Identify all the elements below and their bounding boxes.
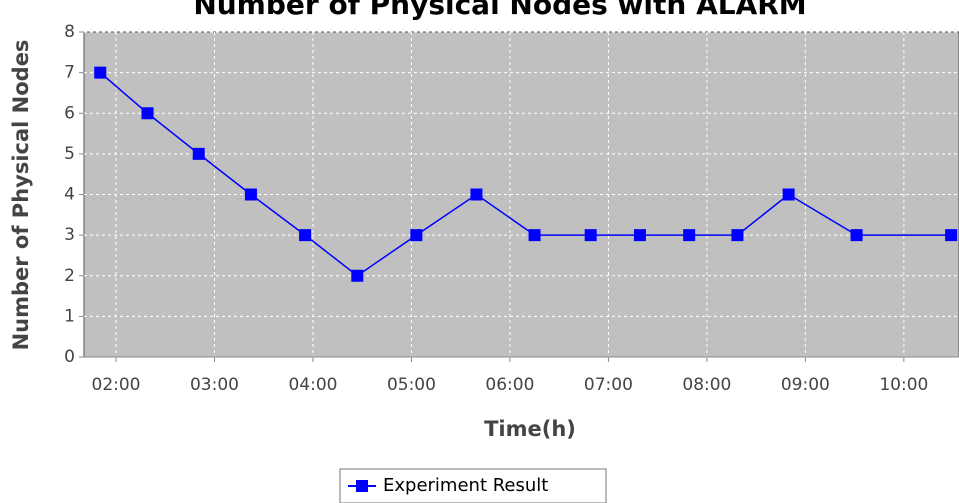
y-tick-label: 5	[64, 144, 75, 164]
series-line	[99, 72, 952, 277]
plot-area	[83, 31, 959, 358]
x-axis-label: Time(h)	[484, 417, 576, 441]
point	[584, 229, 597, 242]
x-tick-label: 05:00	[387, 375, 436, 395]
x-tick-label: 08:00	[682, 375, 731, 395]
legend-label: Experiment Result	[383, 475, 548, 496]
legend-marker	[356, 480, 368, 492]
point	[192, 147, 205, 160]
x-tick-label: 02:00	[92, 375, 141, 395]
x-tick-label: 04:00	[288, 375, 337, 395]
point	[945, 229, 958, 242]
chart-title: Number of Physical Nodes with ALARM	[193, 0, 806, 21]
point	[94, 66, 107, 79]
y-tick-label: 2	[64, 266, 75, 286]
point	[731, 229, 744, 242]
x-tick-label: 09:00	[781, 375, 830, 395]
point	[528, 229, 541, 242]
y-tick-label: 0	[64, 347, 75, 367]
point	[633, 229, 646, 242]
point	[683, 229, 696, 242]
y-tick-label: 7	[64, 63, 75, 83]
y-tick-label: 8	[64, 22, 75, 42]
point	[244, 188, 257, 201]
y-axis-label: Number of Physical Nodes	[9, 40, 33, 351]
y-tick-label: 6	[64, 103, 75, 123]
point	[470, 188, 483, 201]
point	[299, 229, 312, 242]
x-tick-label: 06:00	[485, 375, 534, 395]
y-tick-label: 3	[64, 225, 75, 245]
y-tick-label: 1	[64, 306, 75, 326]
x-tick-label: 10:00	[879, 375, 928, 395]
x-tick-label: 03:00	[190, 375, 239, 395]
point	[351, 269, 364, 282]
point	[782, 188, 795, 201]
point	[850, 229, 863, 242]
legend-box	[339, 468, 607, 503]
point	[141, 107, 154, 120]
y-tick-label: 4	[64, 185, 75, 205]
x-tick-label: 07:00	[584, 375, 633, 395]
point	[410, 229, 423, 242]
